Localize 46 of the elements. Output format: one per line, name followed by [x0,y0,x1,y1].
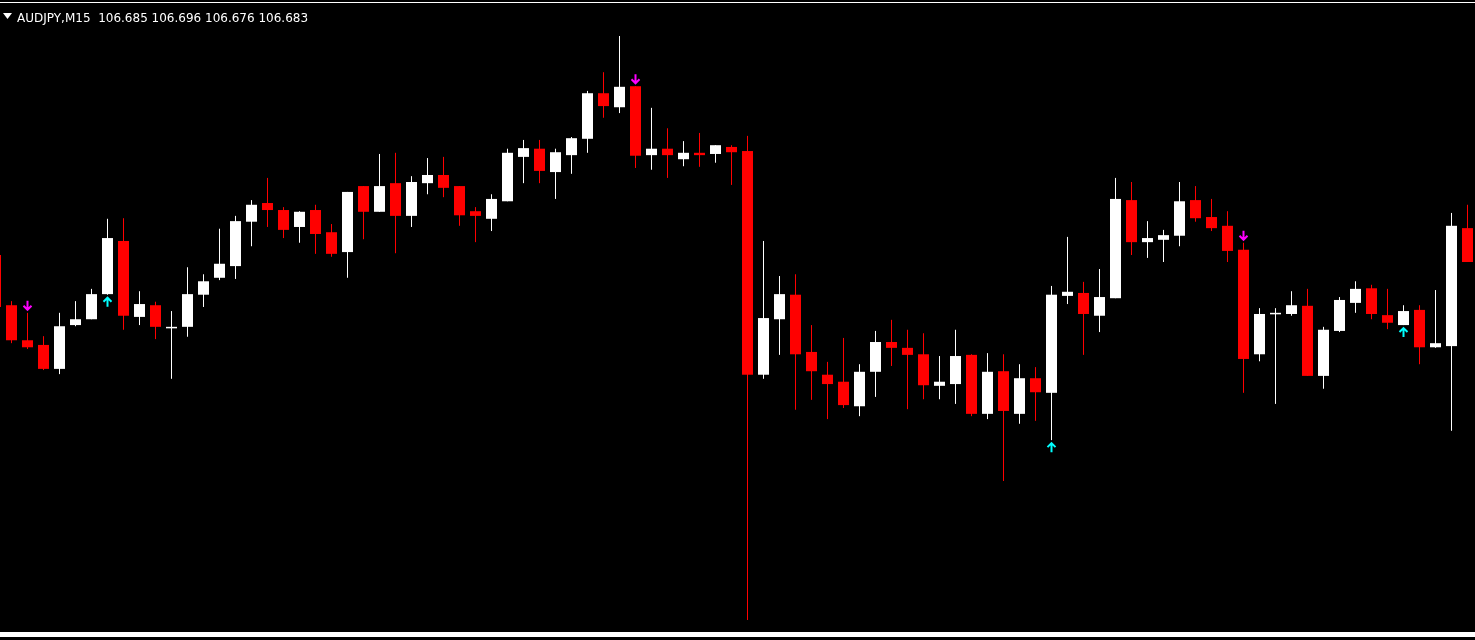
candlestick [566,136,577,175]
candlestick [1190,185,1201,223]
candlestick [838,337,849,409]
candlestick [1030,366,1041,422]
candlestick [70,300,81,327]
candlestick [198,273,209,308]
candlestick [214,228,225,281]
chart-title: AUDJPY,M15 106.685 106.696 106.676 106.683 [17,11,309,25]
candlestick [294,210,305,244]
candlestick [1430,289,1441,349]
candlestick [518,139,529,184]
candlestick [598,71,609,119]
candlestick [470,206,481,243]
candlestick [150,301,161,340]
candlestick [614,35,625,114]
candlestick [310,204,321,255]
candlestick [422,157,433,195]
candlestick [1286,290,1297,317]
candlestick [822,361,833,420]
candlestick [1094,268,1105,333]
candlestick [902,329,913,410]
candlestick [1350,280,1361,314]
candlestick [326,223,337,258]
candlestick [550,148,561,200]
candlestick [262,177,273,228]
candlestick [1142,220,1153,259]
candlestick [678,140,689,167]
candlestick [934,355,945,400]
candlestick [534,139,545,184]
candlestick [278,206,289,239]
candlestick [1382,288,1393,330]
candlestick [38,335,49,371]
candlestick [22,312,33,350]
candlestick [134,290,145,326]
candlestick [438,156,449,198]
candlestick [486,193,497,232]
candlestick [1158,229,1169,263]
candlestick [662,127,673,179]
candlestick [646,107,657,171]
candlestick [886,319,897,367]
candlestick [1078,281,1089,356]
candlestick [806,324,817,401]
candlestick [1206,198,1217,232]
candlestick [1062,236,1073,305]
candlestick [726,144,737,186]
candlestick [246,199,257,247]
